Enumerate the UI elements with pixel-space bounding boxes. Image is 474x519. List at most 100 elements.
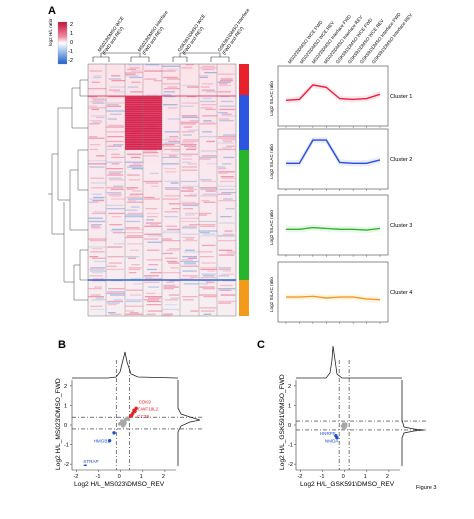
heatmap-cell xyxy=(125,313,143,315)
heatmap-cell xyxy=(181,203,199,205)
heatmap-cell xyxy=(88,160,107,162)
heatmap-cell xyxy=(187,257,197,259)
heatmap-cell xyxy=(218,222,235,224)
heatmap-cell xyxy=(218,136,236,138)
c-x-tick-label: -1 xyxy=(320,474,325,480)
heatmap-cell xyxy=(163,142,181,144)
heatmap-cell xyxy=(128,272,137,274)
heatmap-colorbar: log2 H/L ratio 2 1 0 -1 -2 xyxy=(48,18,73,65)
heatmap-cell xyxy=(201,262,216,264)
heatmap-cell xyxy=(168,203,181,205)
profile-centroid-line xyxy=(286,226,381,231)
heatmap-cell xyxy=(111,75,121,77)
heatmap-cell xyxy=(131,81,141,83)
heatmap-cell xyxy=(200,276,217,279)
heatmap-cell xyxy=(92,99,106,101)
b-y-tick-label: 2 xyxy=(64,384,67,390)
heatmap-cell xyxy=(220,284,233,287)
heatmap-col-header-text: GSK591\DMSO Interface xyxy=(217,7,251,52)
heatmap-cell xyxy=(185,238,194,240)
heatmap-cell xyxy=(181,169,198,171)
heatmap-cell xyxy=(181,227,197,229)
heatmap-cell xyxy=(108,212,125,215)
heatmap-cell xyxy=(184,249,195,251)
heatmap-cell xyxy=(125,310,134,312)
heatmap-cell xyxy=(163,313,173,315)
heatmap-cell xyxy=(164,96,176,98)
heatmap-cell xyxy=(133,283,143,285)
c-point-label: HNRPF xyxy=(320,431,336,436)
heatmap-cell xyxy=(127,86,139,88)
heatmap-cell xyxy=(90,100,104,103)
heatmap-cell xyxy=(164,131,180,133)
heatmap-cell xyxy=(202,155,217,157)
panel-b-label: B xyxy=(58,339,66,351)
heatmap-cell xyxy=(188,129,199,131)
heatmap-cell xyxy=(165,171,177,173)
heatmap-cell xyxy=(127,166,143,168)
profile-member-line xyxy=(285,81,381,98)
heatmap-cell xyxy=(148,264,159,266)
heatmap-cell xyxy=(222,233,234,235)
heatmap-cell xyxy=(109,313,122,315)
colorbar-title: log2 H/L ratio xyxy=(48,18,53,46)
heatmap-cell xyxy=(162,315,172,317)
heatmap-cell xyxy=(166,249,179,251)
heatmap-cell xyxy=(110,188,124,191)
profile-member-line xyxy=(286,294,381,299)
heatmap-cell xyxy=(164,188,180,191)
heatmap-cell xyxy=(113,299,123,301)
heatmap-cell xyxy=(170,297,180,299)
heatmap-cell xyxy=(90,225,100,227)
heatmap-cell xyxy=(182,225,197,227)
heatmap-cell xyxy=(181,105,194,107)
heatmap-cell xyxy=(217,91,232,93)
heatmap-cell xyxy=(126,289,143,291)
c-point xyxy=(335,436,339,440)
heatmap-cell xyxy=(128,64,141,66)
b-point-label: STRAP xyxy=(83,459,98,464)
profile-member-line xyxy=(286,297,381,302)
heatmap-cell xyxy=(106,265,117,267)
heatmap-cell xyxy=(125,227,140,229)
heatmap-cell xyxy=(220,216,232,218)
heatmap-cell xyxy=(207,270,216,272)
c-point xyxy=(340,424,345,428)
heatmap-cell xyxy=(180,260,199,263)
c-x-tick-label: 0 xyxy=(342,474,345,480)
heatmap-cell xyxy=(145,222,162,224)
profile-member-line xyxy=(286,229,381,233)
heatmap-col-header: GSK591\DMSO WCE (FWD and REV) xyxy=(177,12,212,55)
heatmap-cell xyxy=(218,249,233,251)
heatmap-cell xyxy=(181,84,198,87)
heatmap-cell xyxy=(203,296,217,298)
cluster-profile-4: Log2 SILAC ratio Cluster 4 xyxy=(269,261,412,324)
profile-member-line xyxy=(286,142,381,167)
heatmap-cell xyxy=(107,145,122,147)
heatmap-cell xyxy=(162,252,173,255)
heatmap-cell xyxy=(164,180,179,183)
b-y-tick-label: 0 xyxy=(64,423,67,429)
heatmap-cell xyxy=(88,96,98,98)
profile-ylabel: Log2 SILAC ratio xyxy=(269,210,274,245)
heatmap-cell xyxy=(129,76,142,79)
heatmap-cell xyxy=(125,236,143,239)
heatmap-cell xyxy=(181,102,199,104)
heatmap-cell xyxy=(185,212,198,215)
cluster-profile-1: Log2 SILAC ratio Cluster 1 xyxy=(269,65,412,128)
heatmap-cell xyxy=(89,144,101,146)
heatmap-cell xyxy=(164,216,178,218)
heatmap-cell xyxy=(226,251,236,253)
heatmap-cell xyxy=(202,68,215,71)
heatmap-cell xyxy=(106,268,124,271)
heatmap-cell xyxy=(108,124,124,127)
heatmap-cell xyxy=(108,171,124,173)
heatmap-column-headers: MS023\DMSO WCE (FWD and REV) MS023\DMSO … xyxy=(97,7,251,56)
heatmap-cell xyxy=(223,140,233,143)
heatmap-cell xyxy=(147,300,161,303)
heatmap-cell xyxy=(91,227,102,229)
heatmap-cell xyxy=(107,246,123,248)
profile-member-line xyxy=(286,298,381,303)
heatmap-cell xyxy=(199,294,217,296)
heatmap-cell xyxy=(180,265,199,267)
